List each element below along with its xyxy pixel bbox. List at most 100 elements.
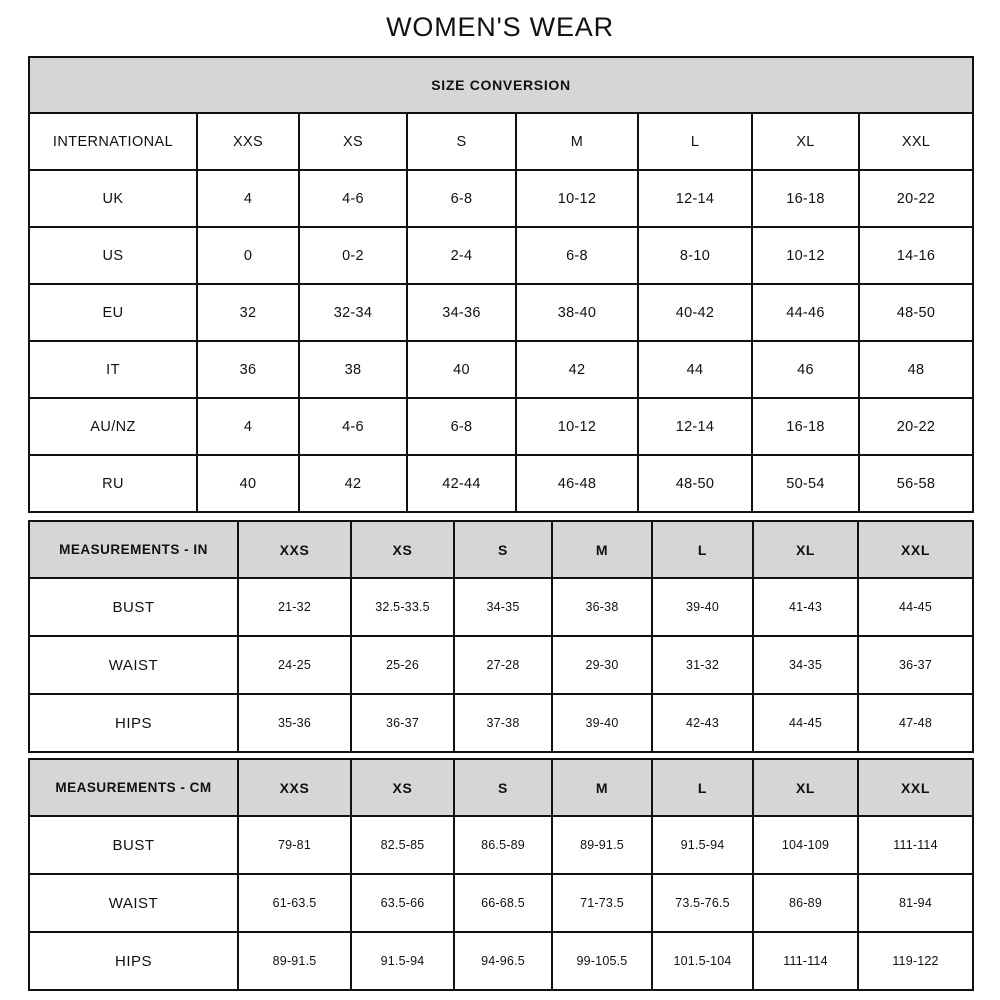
measurements-in-size-s: S — [453, 520, 553, 579]
table-cell: 2-4 — [406, 226, 517, 285]
conversion-size-xxs: XXS — [196, 112, 300, 171]
measurements-in-row-label: BUST — [28, 577, 239, 637]
measurements-cm-size-xxl: XXL — [857, 758, 974, 817]
measurements-inches-table: MEASUREMENTS - IN XXS XS S M L XL XXL BU… — [28, 520, 974, 753]
table-cell: 34-35 — [752, 635, 859, 695]
table-cell: 40 — [406, 340, 517, 399]
table-cell: 4-6 — [298, 169, 408, 228]
table-cell: 36-38 — [551, 577, 653, 637]
table-cell: 27-28 — [453, 635, 553, 695]
table-cell: 4 — [196, 397, 300, 456]
measurements-cm-row-label: HIPS — [28, 931, 239, 991]
measurements-cm-size-l: L — [651, 758, 754, 817]
table-cell: 101.5-104 — [651, 931, 754, 991]
table-cell: 6-8 — [406, 397, 517, 456]
table-cell: 35-36 — [237, 693, 352, 753]
table-row: EU 32 32-34 34-36 38-40 40-42 44-46 48-5… — [28, 283, 975, 342]
table-cell: 66-68.5 — [453, 873, 553, 933]
table-cell: 46 — [751, 340, 860, 399]
table-cell: 36-37 — [350, 693, 455, 753]
table-cell: 42 — [515, 340, 639, 399]
table-cell: 79-81 — [237, 815, 352, 875]
table-cell: 4-6 — [298, 397, 408, 456]
table-cell: 44-45 — [752, 693, 859, 753]
table-cell: 89-91.5 — [237, 931, 352, 991]
table-cell: 38-40 — [515, 283, 639, 342]
table-cell: 94-96.5 — [453, 931, 553, 991]
table-cell: 36 — [196, 340, 300, 399]
table-cell: 86.5-89 — [453, 815, 553, 875]
table-row: WAIST 24-25 25-26 27-28 29-30 31-32 34-3… — [28, 635, 974, 695]
measurements-cm-corner-label: MEASUREMENTS - CM — [28, 758, 239, 817]
conversion-row-label: IT — [28, 340, 198, 399]
size-conversion-body: SIZE CONVERSION INTERNATIONAL XXS XS S M… — [27, 56, 975, 513]
table-cell: 0 — [196, 226, 300, 285]
table-cell: 32 — [196, 283, 300, 342]
measurements-cm-header-row: MEASUREMENTS - CM XXS XS S M L XL XXL — [28, 758, 974, 817]
measurements-cm-body: BUST 79-81 82.5-85 86.5-89 89-91.5 91.5-… — [28, 815, 974, 991]
table-cell: 29-30 — [551, 635, 653, 695]
table-cell: 20-22 — [857, 397, 975, 456]
table-cell: 40 — [196, 454, 300, 513]
measurements-cm-size-m: M — [551, 758, 653, 817]
measurements-in-row-label: HIPS — [28, 693, 239, 753]
measurements-cm-size-xl: XL — [752, 758, 859, 817]
table-cell: 41-43 — [752, 577, 859, 637]
measurements-in-size-xxs: XXS — [237, 520, 352, 579]
table-cell: 91.5-94 — [350, 931, 455, 991]
table-cell: 111-114 — [857, 815, 974, 875]
measurements-in-size-m: M — [551, 520, 653, 579]
conversion-row-label: AU/NZ — [28, 397, 198, 456]
size-conversion-banner-row: SIZE CONVERSION — [27, 56, 975, 114]
conversion-corner-label: INTERNATIONAL — [28, 112, 198, 171]
conversion-size-l: L — [637, 112, 753, 171]
page-title: WOMEN'S WEAR — [386, 12, 614, 42]
table-cell: 104-109 — [752, 815, 859, 875]
table-row: BUST 79-81 82.5-85 86.5-89 89-91.5 91.5-… — [28, 815, 974, 875]
table-cell: 12-14 — [637, 397, 753, 456]
table-cell: 44-45 — [857, 577, 974, 637]
table-cell: 73.5-76.5 — [651, 873, 754, 933]
table-cell: 25-26 — [350, 635, 455, 695]
table-cell: 86-89 — [752, 873, 859, 933]
table-cell: 63.5-66 — [350, 873, 455, 933]
table-cell: 10-12 — [515, 169, 639, 228]
table-cell: 0-2 — [298, 226, 408, 285]
measurements-in-corner-label: MEASUREMENTS - IN — [28, 520, 239, 579]
table-cell: 47-48 — [857, 693, 974, 753]
conversion-row-label: RU — [28, 454, 198, 513]
table-cell: 39-40 — [551, 693, 653, 753]
measurements-inches-body: BUST 21-32 32.5-33.5 34-35 36-38 39-40 4… — [28, 577, 974, 753]
table-cell: 16-18 — [751, 169, 860, 228]
table-row: IT 36 38 40 42 44 46 48 — [28, 340, 975, 399]
table-cell: 38 — [298, 340, 408, 399]
table-cell: 39-40 — [651, 577, 754, 637]
conversion-size-m: M — [515, 112, 639, 171]
table-row: AU/NZ 4 4-6 6-8 10-12 12-14 16-18 20-22 — [28, 397, 975, 456]
measurements-in-size-xl: XL — [752, 520, 859, 579]
conversion-row-label: UK — [28, 169, 198, 228]
measurements-cm-size-s: S — [453, 758, 553, 817]
table-cell: 8-10 — [637, 226, 753, 285]
conversion-size-xs: XS — [298, 112, 408, 171]
table-cell: 111-114 — [752, 931, 859, 991]
table-cell: 42 — [298, 454, 408, 513]
measurements-in-size-l: L — [651, 520, 754, 579]
table-cell: 44 — [637, 340, 753, 399]
table-cell: 32.5-33.5 — [350, 577, 455, 637]
table-cell: 40-42 — [637, 283, 753, 342]
conversion-size-xxl: XXL — [857, 112, 975, 171]
table-cell: 48-50 — [637, 454, 753, 513]
table-cell: 71-73.5 — [551, 873, 653, 933]
table-cell: 37-38 — [453, 693, 553, 753]
measurements-inches-header: MEASUREMENTS - IN XXS XS S M L XL XXL — [28, 520, 974, 579]
conversion-size-xl: XL — [751, 112, 860, 171]
measurements-cm-size-xs: XS — [350, 758, 455, 817]
table-cell: 12-14 — [637, 169, 753, 228]
conversion-row-label: EU — [28, 283, 198, 342]
table-cell: 82.5-85 — [350, 815, 455, 875]
table-cell: 10-12 — [751, 226, 860, 285]
table-row: WAIST 61-63.5 63.5-66 66-68.5 71-73.5 73… — [28, 873, 974, 933]
table-cell: 36-37 — [857, 635, 974, 695]
